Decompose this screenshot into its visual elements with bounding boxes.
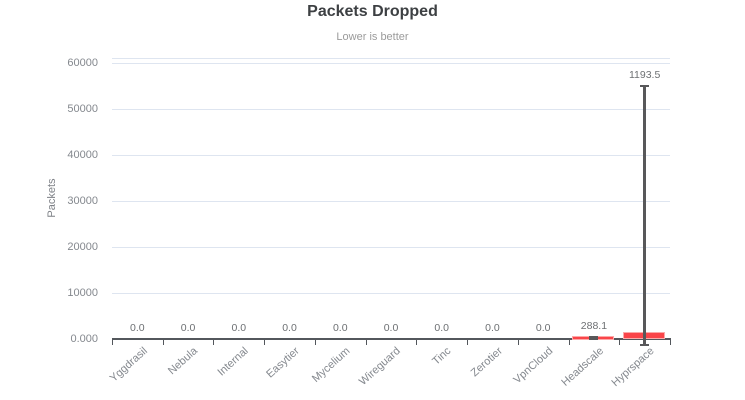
- gridline: [112, 246, 670, 248]
- x-tick-label: Headscale: [559, 345, 606, 389]
- y-tick-label: 0.000: [70, 332, 98, 345]
- x-tick-label: Tinc: [430, 345, 454, 368]
- value-label: 0.0: [282, 322, 297, 334]
- axis-tick: [112, 339, 113, 345]
- gridline: [112, 154, 670, 156]
- value-label: 0.0: [535, 322, 551, 334]
- axis-tick: [517, 339, 519, 345]
- value-label: 1193.5: [628, 69, 661, 82]
- error-bar: [643, 86, 646, 345]
- axis-tick: [213, 339, 215, 345]
- value-label: 0.0: [231, 322, 247, 334]
- axis-tick: [365, 339, 367, 345]
- x-tick-label: Zerotier: [468, 345, 505, 380]
- value-label: 0.0: [383, 322, 399, 334]
- axis-tick: [568, 339, 570, 345]
- error-bar-cap: [589, 337, 599, 340]
- axis-tick: [619, 339, 621, 345]
- chart-subtitle: Lower is better: [336, 31, 409, 43]
- chart-title: Packets Dropped: [307, 3, 438, 20]
- gridline: [112, 108, 670, 110]
- y-tick-label: 10000: [67, 286, 98, 299]
- axis-tick: [162, 339, 164, 345]
- x-tick-label: VpnCloud: [511, 345, 556, 387]
- value-label: 0.0: [180, 322, 196, 334]
- y-tick-label: 20000: [67, 240, 98, 253]
- value-label: 0.0: [485, 322, 500, 334]
- plot-top-border: [112, 58, 670, 59]
- value-label: 0.0: [434, 322, 450, 334]
- y-tick-label: 40000: [67, 148, 98, 161]
- gridline: [112, 200, 670, 202]
- axis-tick: [467, 339, 469, 345]
- y-tick-label: 30000: [67, 194, 98, 207]
- x-tick-label: Yggdrasil: [107, 345, 150, 385]
- axis-tick: [314, 339, 316, 345]
- value-label: 288.1: [580, 319, 608, 332]
- value-label: 0.0: [332, 322, 348, 334]
- x-tick-label: Wireguard: [357, 345, 404, 388]
- x-tick-label: Easytier: [264, 345, 302, 381]
- x-axis-line: [112, 338, 671, 340]
- x-tick-label: Mycelium: [309, 345, 353, 386]
- x-tick-label: Internal: [215, 345, 251, 379]
- x-tick-label: Hyprspace: [609, 345, 657, 390]
- error-bar-cap: [589, 335, 599, 338]
- axis-tick: [416, 339, 418, 345]
- x-tick-label: Nebula: [166, 345, 201, 378]
- y-tick-label: 60000: [67, 56, 98, 69]
- gridline: [112, 62, 670, 64]
- error-bar-cap: [640, 344, 650, 346]
- y-tick-label: 50000: [67, 102, 98, 115]
- gridline: [112, 292, 670, 294]
- value-label: 0.0: [130, 322, 145, 334]
- axis-tick: [264, 339, 266, 345]
- axis-tick: [670, 339, 671, 345]
- error-bar-cap: [640, 85, 650, 88]
